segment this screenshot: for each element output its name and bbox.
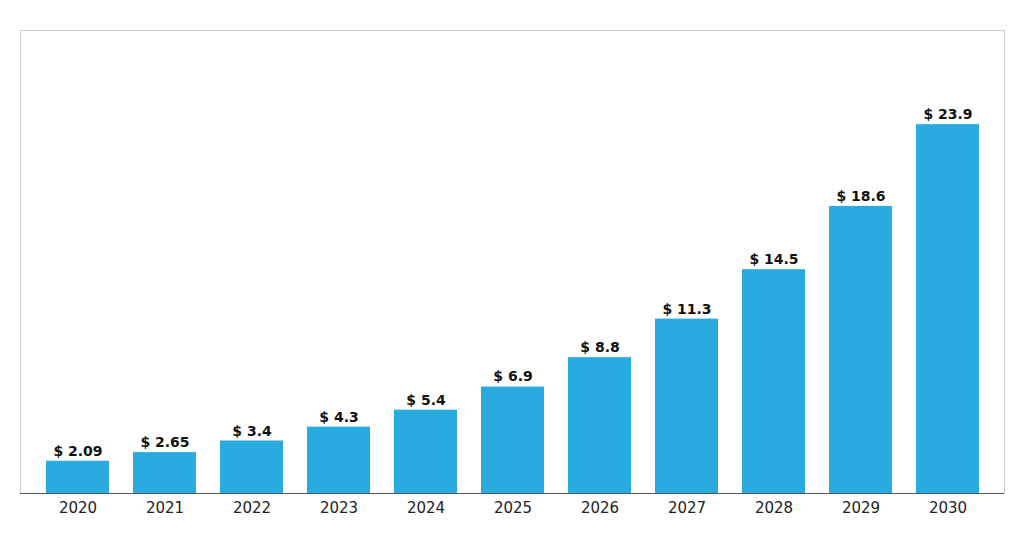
- svg-text:$ 18.6: $ 18.6: [836, 188, 885, 204]
- svg-text:$ 14.5: $ 14.5: [749, 251, 798, 267]
- svg-text:2021: 2021: [146, 499, 184, 517]
- svg-text:$ 4.3: $ 4.3: [319, 409, 358, 425]
- svg-text:2028: 2028: [755, 499, 793, 517]
- svg-text:2022: 2022: [233, 499, 271, 517]
- svg-text:$ 8.8: $ 8.8: [580, 339, 619, 355]
- svg-text:2024: 2024: [407, 499, 445, 517]
- svg-text:2025: 2025: [494, 499, 532, 517]
- svg-text:$ 23.9: $ 23.9: [923, 106, 972, 122]
- svg-text:2023: 2023: [320, 499, 358, 517]
- svg-text:2029: 2029: [842, 499, 880, 517]
- svg-text:2026: 2026: [581, 499, 619, 517]
- svg-text:$ 6.9: $ 6.9: [493, 368, 532, 384]
- svg-text:$ 2.65: $ 2.65: [140, 434, 189, 450]
- svg-text:2030: 2030: [929, 499, 967, 517]
- svg-text:$ 3.4: $ 3.4: [232, 423, 272, 439]
- svg-text:2027: 2027: [668, 499, 706, 517]
- svg-text:2020: 2020: [59, 499, 97, 517]
- svg-text:$ 5.4: $ 5.4: [406, 392, 446, 408]
- svg-text:$ 11.3: $ 11.3: [662, 301, 711, 317]
- svg-text:$ 2.09: $ 2.09: [53, 443, 102, 459]
